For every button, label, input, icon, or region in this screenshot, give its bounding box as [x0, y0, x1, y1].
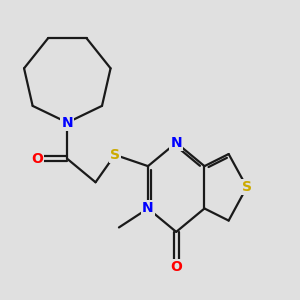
Text: S: S	[242, 180, 252, 194]
Text: O: O	[31, 152, 43, 166]
Text: O: O	[170, 260, 182, 274]
Text: N: N	[170, 136, 182, 150]
Text: N: N	[142, 202, 154, 215]
Text: S: S	[110, 148, 120, 162]
Text: N: N	[61, 116, 73, 130]
